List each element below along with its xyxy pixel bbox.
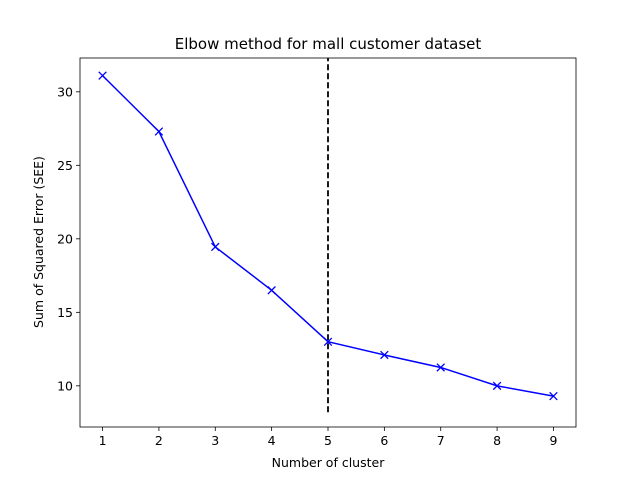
data-point (492, 381, 502, 391)
x-tick-label: 4 (268, 433, 276, 448)
y-axis: 10 15 20 25 30 (57, 84, 80, 393)
x-tick-label: 3 (211, 433, 219, 448)
data-point (323, 337, 333, 346)
x-tick-label: 9 (549, 433, 557, 448)
data-point (267, 286, 276, 295)
x-axis-label: Number of cluster (272, 455, 386, 470)
data-point (211, 242, 220, 252)
y-tick-label: 15 (57, 305, 73, 320)
data-point (380, 350, 389, 360)
x-tick-label: 2 (155, 433, 163, 448)
data-point (154, 127, 164, 136)
y-tick-label: 10 (57, 378, 73, 393)
x-tick-label: 6 (380, 433, 388, 448)
plot-area (79, 57, 577, 428)
chart-title: Elbow method for mall customer dataset (175, 35, 482, 53)
data-point (436, 363, 445, 372)
x-tick-label: 8 (493, 433, 501, 448)
y-tick-label: 20 (57, 231, 73, 246)
data-point (549, 391, 558, 401)
y-axis-label: Sum of Squared Error (SEE) (31, 156, 46, 328)
y-tick-label: 30 (57, 84, 73, 99)
x-tick-label: 5 (324, 433, 332, 448)
y-tick-label: 25 (57, 158, 73, 173)
data-point (98, 71, 107, 80)
x-axis: 1 2 3 4 5 6 7 8 9 (99, 427, 557, 448)
x-tick-label: 7 (437, 433, 445, 448)
x-tick-label: 1 (99, 433, 107, 448)
